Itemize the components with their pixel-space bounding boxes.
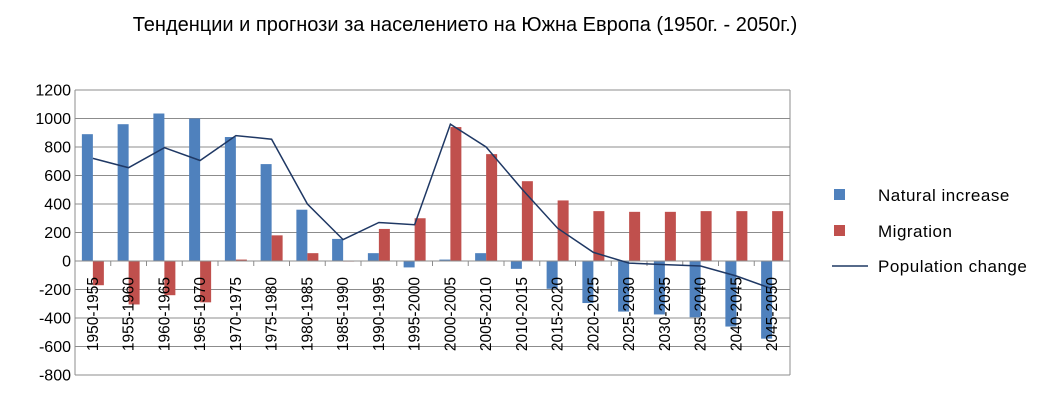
x-tick-label: 1995-2000: [407, 277, 424, 352]
y-tick-label: 600: [44, 168, 71, 185]
x-tick-label: 2000-2005: [442, 277, 459, 351]
natural-increase-bar: [81, 134, 93, 261]
natural-increase-bar: [367, 253, 379, 261]
migration-bar: [378, 228, 390, 261]
y-tick-label: -600: [39, 339, 71, 356]
x-tick-labels: 1950-1955 1955-1960 1960-1965 1965-1970 1970…: [85, 277, 781, 352]
migration-bar: [557, 200, 569, 261]
migration-bar: [486, 154, 498, 261]
natural-increase-bar: [403, 261, 415, 268]
migration-bar: [164, 261, 176, 296]
natural-increase-bar: [689, 261, 701, 318]
x-tick-label: 2015-2020: [550, 277, 567, 352]
x-tick-label: 1965-1970: [192, 277, 209, 352]
legend-migration-swatch: [834, 225, 845, 236]
population-line: [92, 123, 773, 290]
y-tick-label: -400: [39, 311, 71, 328]
x-tick-label: 1970-1975: [228, 277, 245, 351]
legend-natural-increase-swatch: [834, 189, 845, 200]
x-tick-label: 2030-2035: [657, 277, 674, 351]
migration-bar: [235, 259, 247, 261]
x-tick-label: 1985-1990: [335, 277, 352, 352]
migration-bar: [772, 211, 784, 261]
x-tick-label: 2025-2030: [621, 277, 638, 352]
natural-increase-bar: [260, 164, 272, 261]
x-tick-label: 2035-2040: [693, 277, 710, 352]
x-tick-label: 1955-1960: [121, 277, 138, 352]
migration-bar: [200, 261, 212, 303]
y-tick-labels: 1200 1000 800 600 400 200 0 -200 -400 -600 -800: [35, 83, 71, 385]
natural-increase-bar: [582, 261, 594, 304]
legend-label: Migration: [878, 222, 952, 241]
x-tick-label: 1960-1965: [156, 277, 173, 351]
natural-increase-bar: [296, 209, 308, 261]
natural-increase-bar: [332, 238, 344, 261]
bars: [81, 113, 784, 339]
legend-label: Population change: [878, 257, 1027, 276]
migration-bar: [700, 211, 712, 261]
y-tick-label: 1000: [35, 111, 71, 128]
x-tick-label: 1990-1995: [371, 277, 388, 351]
y-tick-label: 0: [62, 254, 71, 271]
migration-bar: [414, 218, 426, 261]
migration-bar: [271, 235, 283, 261]
x-tick-label: 1975-1980: [264, 277, 281, 352]
migration-bar: [307, 253, 319, 261]
migration-bar: [450, 127, 462, 261]
x-tick-label: 2040-2045: [728, 277, 745, 351]
population-change-line: [92, 123, 773, 290]
migration-bar: [521, 181, 533, 261]
natural-increase-bar: [725, 261, 737, 327]
migration-bar: [593, 211, 605, 261]
x-tick-label: 2045-2050: [764, 277, 781, 352]
y-tick-label: 200: [44, 225, 71, 242]
natural-increase-bar: [653, 261, 665, 315]
y-tick-label: 400: [44, 197, 71, 214]
natural-increase-bar: [153, 113, 165, 261]
natural-increase-bar: [439, 259, 451, 261]
y-tick-label: 800: [44, 140, 71, 157]
legend-label: Natural increase: [878, 186, 1010, 205]
natural-increase-bar: [546, 261, 558, 289]
x-tick-label: 1950-1955: [85, 277, 102, 351]
chart-title: Тенденции и прогнози за населението на Ю…: [132, 14, 798, 36]
migration-bar: [736, 211, 748, 261]
grid-lines: [75, 89, 790, 376]
x-tick-label: 1980-1985: [299, 277, 316, 351]
natural-increase-bar: [761, 261, 773, 339]
legend: Natural increase Migration Population chan…: [832, 186, 1027, 276]
migration-bar: [128, 261, 140, 305]
migration-bar: [664, 211, 676, 261]
x-tick-label: 2005-2010: [478, 277, 495, 352]
migration-bar: [629, 211, 641, 261]
natural-increase-bar: [618, 261, 630, 312]
x-tick-label: 2010-2015: [514, 277, 531, 351]
y-tick-label: -800: [39, 368, 71, 385]
natural-increase-bar: [189, 118, 201, 261]
migration-bar: [92, 261, 104, 286]
axes: [74, 90, 791, 375]
y-tick-label: 1200: [35, 83, 71, 100]
natural-increase-bar: [475, 253, 487, 261]
natural-increase-bar: [117, 124, 129, 261]
natural-increase-bar: [510, 261, 522, 269]
x-tick-label: 2020-2025: [585, 277, 602, 351]
natural-increase-bar: [224, 137, 236, 261]
y-tick-label: -200: [39, 282, 71, 299]
